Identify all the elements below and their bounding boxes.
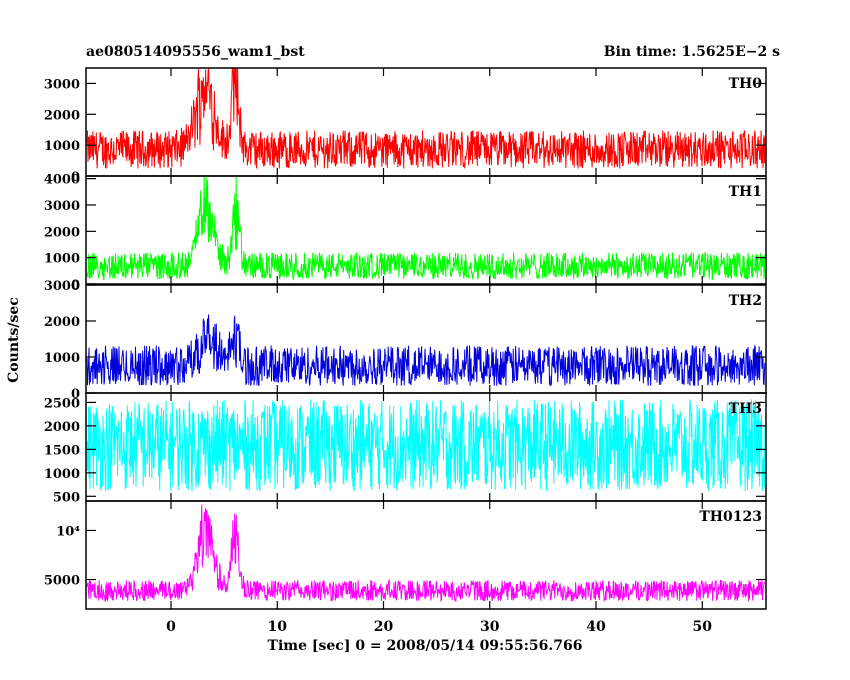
panel-label: TH1 [729, 184, 762, 200]
panel-label: TH0 [729, 76, 763, 92]
y-tick-label: 2000 [44, 225, 80, 240]
bin-time-label: Bin time: 1.5625E−2 s [603, 44, 780, 60]
x-tick-label: 20 [374, 619, 394, 635]
panel-th0: 0 1000 2000 3000 TH0 [44, 66, 767, 185]
chart-title: ae080514095556_wam1_bst [86, 44, 305, 60]
y-tick-label: 0 [71, 170, 80, 185]
y-tick-label: 1000 [44, 252, 80, 267]
series-line-th1 [86, 175, 766, 281]
x-tick-label: 10 [268, 619, 288, 635]
y-tick-label: 3000 [44, 279, 80, 294]
series-line-th0 [86, 66, 766, 169]
series-line-th2 [86, 314, 766, 387]
y-tick-label: 3000 [44, 199, 80, 214]
x-tick-label: 40 [586, 619, 606, 635]
x-tick-label: 50 [693, 619, 713, 635]
y-tick-label: 1000 [44, 139, 80, 154]
panel-label: TH3 [729, 401, 762, 417]
panel-frame [85, 284, 767, 394]
series-line-th0123 [86, 504, 766, 603]
panel-th2: 0 1000 2000 3000 TH2 [44, 279, 767, 402]
y-tick-label: 0 [71, 387, 80, 402]
panel-frame [85, 500, 767, 610]
panel-th3: 500 1000 1500 2000 2500 TH3 [44, 392, 767, 505]
y-tick-label: 1000 [44, 351, 80, 366]
x-tick-label: 30 [480, 619, 500, 635]
y-tick-label: 2500 [44, 396, 80, 411]
panel-th0123: 5000 10⁴ TH0123 [44, 500, 767, 610]
panel-label: TH0123 [699, 509, 762, 525]
y-tick-label: 5000 [44, 574, 80, 589]
y-tick-label: 2000 [44, 108, 80, 123]
y-tick-label: 4000 [44, 173, 80, 188]
x-axis-label: Time [sec] 0 = 2008/05/14 09:55:56.766 [267, 638, 583, 654]
panel-frame [85, 175, 767, 285]
panel-label: TH2 [729, 293, 762, 309]
y-tick-label: 2000 [44, 315, 80, 330]
y-tick-label: 10⁴ [56, 524, 80, 539]
x-tick-label: 0 [166, 619, 176, 635]
y-tick-label: 2000 [44, 420, 80, 435]
panel-th1: 0 1000 2000 3000 4000 TH1 [44, 173, 767, 293]
series-line-th3 [86, 399, 766, 492]
y-tick-label: 3000 [44, 77, 80, 92]
y-tick-label: 500 [53, 490, 80, 505]
y-tick-label: 1000 [44, 467, 80, 482]
panel-frame [85, 67, 767, 177]
y-tick-label: 0 [71, 278, 80, 293]
y-tick-label: 1500 [44, 443, 80, 458]
